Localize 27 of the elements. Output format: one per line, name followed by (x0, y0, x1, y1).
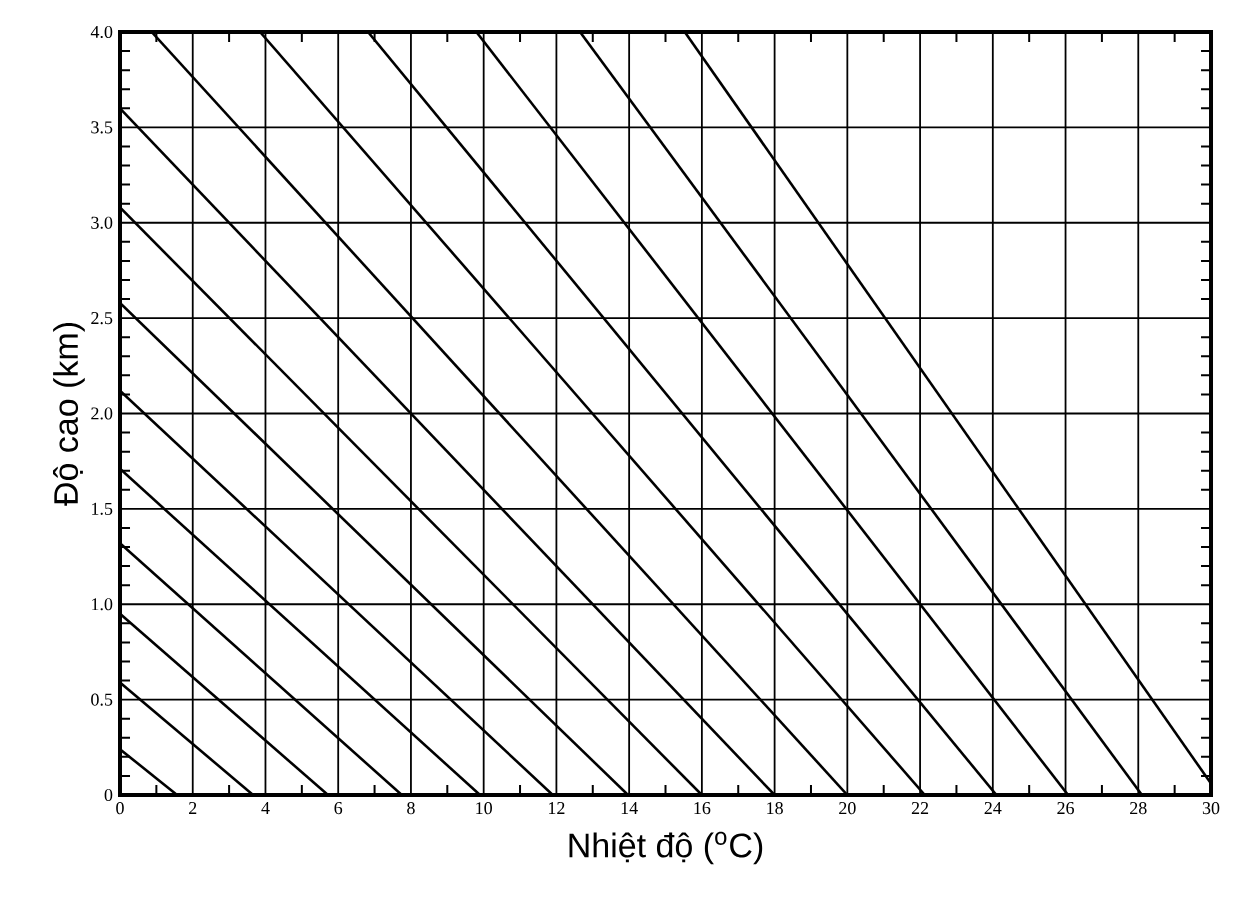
x-axis-title: Nhiệt độ ($^{o}$C) (569, 831, 763, 865)
x-tick-label: 6 (334, 802, 343, 815)
x-tick-label: 28 (1130, 802, 1147, 815)
y-tick-label: 4.0 (90, 25, 113, 39)
x-tick-label: 0 (116, 802, 124, 815)
x-tick-label: 8 (407, 802, 415, 815)
x-tick-label: 24 (984, 802, 1002, 814)
y-tick-label: 0.5 (91, 693, 113, 706)
x-tick-label: 2 (189, 802, 197, 814)
x-tick-label: 22 (911, 802, 929, 814)
x-tick-label: 18 (767, 802, 783, 815)
y-tick-label: 3.0 (91, 216, 113, 229)
x-tick-label: 4 (261, 802, 270, 814)
y-tick-label: 3.5 (91, 121, 113, 134)
y-tick-label: 1.5 (92, 502, 113, 515)
y-tick-label: 1.0 (92, 598, 113, 611)
x-tick-label: 10 (476, 802, 492, 815)
y-axis-title: Độ cao (km) (52, 323, 85, 506)
x-tick-label: 26 (1057, 802, 1075, 815)
x-tick-label: 20 (839, 802, 856, 815)
x-tick-label: 16 (694, 802, 711, 815)
y-tick-label: 2.5 (91, 312, 113, 325)
y-tick-label: 0 (104, 788, 113, 802)
x-tick-label: 12 (549, 802, 565, 814)
x-tick-label: 30 (1202, 802, 1220, 815)
y-tick-label: 2.0 (91, 407, 113, 420)
x-tick-label: 14 (621, 802, 638, 814)
